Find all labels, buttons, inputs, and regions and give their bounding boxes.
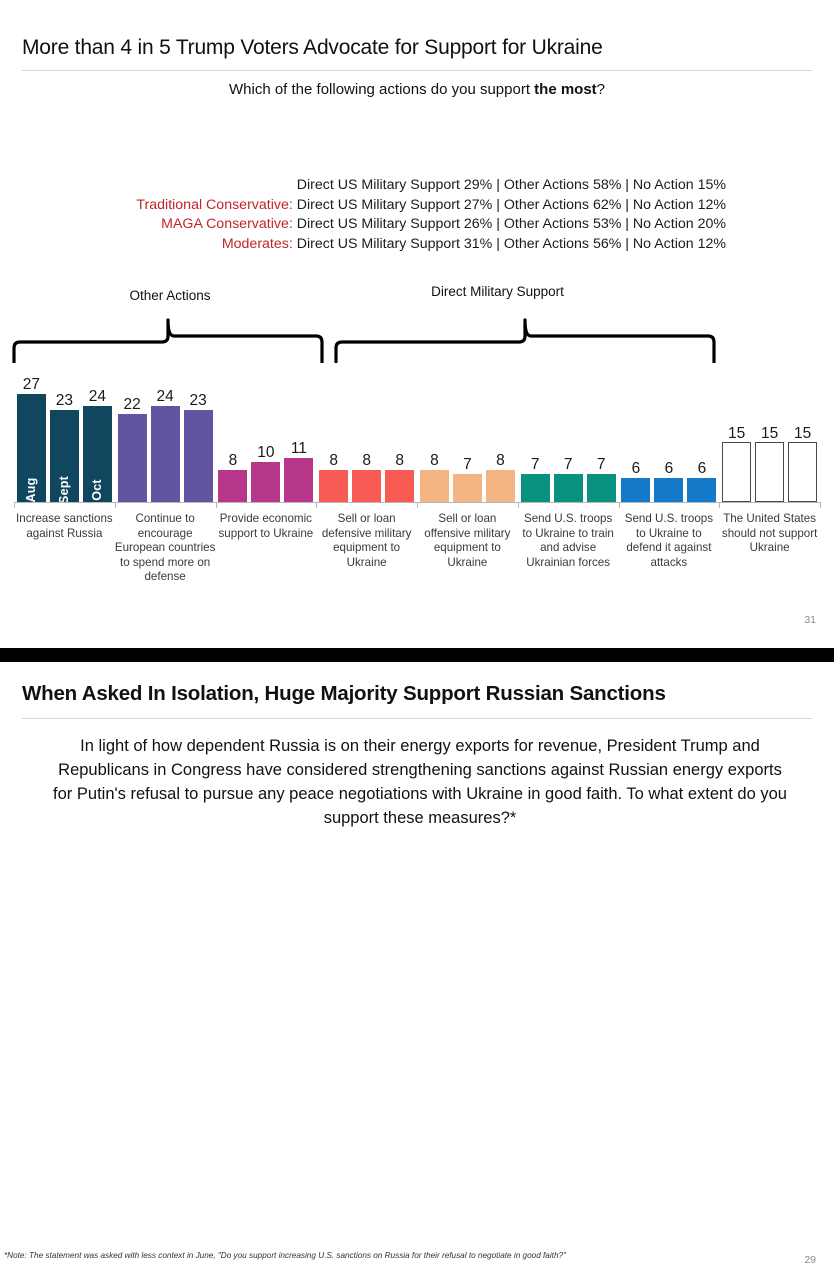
bracket-other-actions: [12, 318, 324, 363]
bar: 8: [218, 453, 248, 502]
bar-value-label: 15: [761, 425, 779, 442]
page-number: 31: [804, 614, 816, 626]
bar-value-label: 24: [88, 388, 106, 405]
survey-prompt: In light of how dependent Russia is on t…: [53, 737, 787, 827]
bar: 11: [284, 441, 314, 502]
bar-value-label: 7: [563, 456, 573, 473]
bar-value-label: 24: [156, 388, 174, 405]
question-prefix: Which of the following actions do you su…: [228, 81, 535, 98]
stat-body: Direct US Military Support 29% | Other A…: [296, 177, 726, 193]
bar-group: 6 6 6: [619, 382, 720, 502]
bar: 8: [485, 453, 515, 502]
category-label: Continue to encourage European countries…: [114, 512, 216, 584]
bar: 15: [755, 426, 785, 502]
question-subtitle: Which of the following actions do you su…: [0, 81, 834, 98]
bar: 8: [385, 453, 415, 502]
page-title: More than 4 in 5 Trump Voters Advocate f…: [22, 36, 603, 59]
bar-group: 8 7 8: [417, 382, 518, 502]
bar-value-label: 10: [257, 444, 275, 461]
footnote: *Note: The statement was asked with less…: [4, 1251, 566, 1260]
slide-russian-sanctions-support: When Asked In Isolation, Huge Majority S…: [0, 662, 834, 1276]
bar-value-label: 6: [631, 460, 641, 477]
bar: 15: [788, 426, 818, 502]
bar: 7: [452, 457, 482, 502]
question-suffix: ?: [596, 81, 606, 98]
bar-value-label: 7: [463, 456, 472, 473]
page-title: When Asked In Isolation, Huge Majority S…: [22, 682, 666, 705]
bar: 6: [654, 461, 684, 502]
bar-value-label: 7: [596, 456, 606, 473]
statistics-summary: Direct US Military Support 29% | Other A…: [0, 176, 726, 254]
stat-row: Moderates: Direct US Military Support 31…: [0, 235, 726, 255]
category-label: Send U.S. troops to Ukraine to train and…: [522, 512, 614, 569]
stat-body: Direct US Military Support 31% | Other A…: [296, 235, 726, 252]
title-divider: [22, 718, 812, 719]
bar-value-label: 11: [290, 440, 307, 457]
bar: 6: [621, 461, 651, 502]
bar: 24 Oct: [82, 389, 112, 502]
bracket-label-other-actions: Other Actions: [129, 288, 211, 303]
bar: 7: [586, 457, 616, 502]
bar-series-label: Aug: [24, 477, 39, 503]
bar-series-label: Sept: [57, 476, 72, 504]
bar-group: 8 10 11: [216, 382, 317, 502]
bar-value-label: 8: [329, 452, 338, 469]
bar-group: 15 15 15: [719, 382, 820, 502]
page-number: 29: [804, 1254, 816, 1266]
question-emphasis: the most: [534, 81, 597, 98]
stat-row: MAGA Conservative: Direct US Military Su…: [0, 215, 726, 235]
bar: 22: [117, 397, 147, 502]
bar-value-label: 8: [395, 452, 404, 469]
stat-body: Direct US Military Support 27% | Other A…: [296, 196, 726, 213]
bar-value-label: 8: [430, 452, 439, 469]
bar-group: 27 Aug 23 Sept 24 Oct: [14, 377, 115, 504]
category-label: Sell or loan defensive military equipmen…: [321, 512, 412, 569]
category-label: Send U.S. troops to Ukraine to defend it…: [624, 512, 714, 569]
stat-label: Moderates:: [221, 235, 297, 252]
stat-label: MAGA Conservative:: [161, 216, 297, 232]
category-label: Increase sanctions against Russia: [16, 512, 113, 540]
bar-value-label: 6: [664, 460, 674, 477]
bar: 6: [687, 461, 717, 502]
bar-value-label: 27: [22, 376, 40, 393]
bar-value-label: 8: [362, 452, 371, 469]
bar: 24: [150, 389, 180, 502]
bar-value-label: 8: [496, 452, 505, 469]
bar: 10: [251, 445, 281, 502]
stat-body: Direct US Military Support 26% | Other A…: [296, 216, 726, 232]
stat-label: Traditional Conservative:: [136, 196, 297, 213]
bar: 23: [183, 393, 213, 502]
bar-value-label: 8: [228, 452, 238, 469]
bar: 15: [722, 426, 752, 502]
stat-row: Traditional Conservative: Direct US Mili…: [0, 196, 726, 216]
bar: 8: [319, 453, 349, 502]
bar-group: 22 24 23: [115, 382, 216, 502]
category-label: Provide economic support to Ukraine: [218, 512, 314, 540]
bar-value-label: 22: [123, 396, 141, 413]
bar-value-label: 23: [55, 392, 73, 409]
bar-series-label: Oct: [90, 479, 105, 501]
bar: 27 Aug: [16, 377, 46, 503]
title-divider: [22, 70, 812, 71]
bar: 8: [352, 453, 382, 502]
stat-row: Direct US Military Support 29% | Other A…: [0, 176, 726, 196]
bracket-label-direct-military-support: Direct Military Support: [431, 284, 564, 299]
bar-value-label: 15: [728, 425, 746, 442]
bar-value-label: 7: [530, 456, 540, 473]
bar-value-label: 23: [189, 392, 207, 409]
bar-value-label: 6: [697, 460, 707, 477]
bar-value-label: 15: [794, 425, 812, 442]
category-label: The United States should not support Ukr…: [721, 512, 818, 555]
bar: 8: [419, 453, 449, 502]
bar: 7: [553, 457, 583, 502]
slide-divider: [0, 648, 834, 662]
bar: 7: [520, 457, 550, 502]
slide-trump-voters-support-ukraine: More than 4 in 5 Trump Voters Advocate f…: [0, 36, 834, 626]
chart-support-actions: 27 Aug 23 Sept 24 Oct 22 24 23 8 10 11 8 8 8 8 7 8 7 7 7 6 6 6 1…: [14, 377, 821, 508]
category-label: Sell or loan offensive military equipmen…: [424, 512, 511, 569]
bar-group: 8 8 8: [316, 382, 417, 502]
bar: 23 Sept: [49, 393, 79, 504]
bracket-direct-military-support: [334, 318, 716, 363]
bar-group: 7 7 7: [518, 382, 619, 502]
